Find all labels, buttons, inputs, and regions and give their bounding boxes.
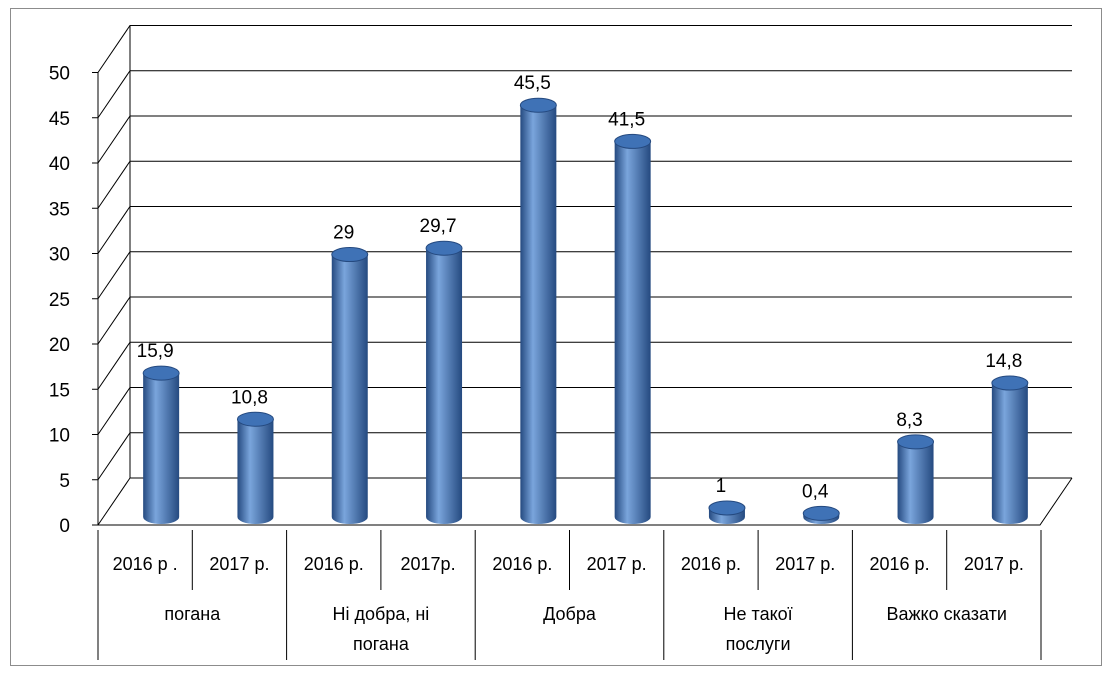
- bar-top: [236, 411, 274, 427]
- category-label: 2017 р.: [209, 554, 269, 574]
- group-label: Важко сказати: [886, 604, 1006, 624]
- gridline: [97, 251, 1072, 300]
- bar-top: [614, 133, 652, 149]
- group-label: Добра: [543, 604, 597, 624]
- gridline: [97, 341, 1072, 390]
- data-label: 14,8: [985, 351, 1022, 372]
- y-tick-label: 45: [49, 109, 70, 130]
- data-label: 29,7: [420, 216, 457, 237]
- data-label: 8,3: [896, 410, 922, 431]
- y-tick-label: 15: [49, 380, 70, 401]
- x-axis-categories: 2016 р . 2017 р. 2016 р. 2017р. 2016 р. 2017 …: [97, 530, 1042, 660]
- gridline: [97, 296, 1072, 345]
- gridline: [97, 115, 1072, 164]
- bars: [142, 97, 1029, 525]
- bar-top: [519, 97, 557, 113]
- data-label: 1: [716, 476, 727, 497]
- y-tick-label: 20: [49, 335, 70, 356]
- category-label: 2016 р.: [304, 554, 364, 574]
- y-axis: 0 5 10 15 20 25 30 35 40 45 50: [49, 64, 98, 537]
- y-tick-label: 35: [49, 199, 70, 220]
- gridline: [97, 70, 1072, 119]
- category-label: 2017 р.: [775, 554, 835, 574]
- bar: [897, 441, 934, 524]
- bar: [520, 105, 557, 524]
- bar-top: [802, 505, 840, 521]
- y-tick-label: 40: [49, 154, 70, 175]
- category-label: 2016 р.: [681, 554, 741, 574]
- bar-top: [425, 240, 463, 256]
- y-tick-label: 30: [49, 245, 70, 266]
- y-tick-label: 25: [49, 290, 70, 311]
- data-label: 0,4: [802, 481, 829, 502]
- data-label: 45,5: [514, 73, 551, 94]
- data-label: 41,5: [608, 109, 645, 130]
- bar: [614, 141, 651, 525]
- bar-top: [331, 247, 369, 263]
- bar-top: [991, 375, 1029, 391]
- category-label: 2016 р .: [113, 554, 178, 574]
- category-label: 2016 р.: [492, 554, 552, 574]
- gridline: [97, 206, 1072, 254]
- gridline: [97, 25, 1072, 73]
- y-tick-label: 5: [59, 471, 70, 492]
- group-label: послуги: [726, 634, 791, 654]
- category-label: 2016 р.: [870, 554, 930, 574]
- bar: [991, 383, 1028, 524]
- bar: [426, 248, 463, 524]
- group-label: погана: [164, 604, 221, 624]
- category-label: 2017р.: [401, 554, 456, 574]
- y-tick-label: 10: [49, 426, 70, 447]
- group-label: погана: [353, 634, 410, 654]
- gridline: [97, 160, 1072, 209]
- group-label: Ні добра, ні: [333, 604, 430, 624]
- group-label: Не такої: [724, 604, 793, 624]
- y-tick-label: 50: [49, 64, 70, 85]
- data-label: 10,8: [231, 387, 268, 408]
- data-label: 15,9: [137, 341, 174, 362]
- bar-top: [897, 434, 935, 450]
- floor-edge: [98, 477, 1073, 526]
- data-label: 29: [333, 223, 354, 244]
- bar: [143, 373, 180, 524]
- bar-top: [708, 500, 746, 516]
- bar: [331, 254, 368, 525]
- bar: [237, 419, 274, 524]
- category-label: 2017 р.: [587, 554, 647, 574]
- category-label: 2017 р.: [964, 554, 1024, 574]
- y-tick-label: 0: [59, 516, 70, 537]
- gridlines: [97, 25, 1073, 526]
- data-labels: 15,9 10,8 29 29,7 45,5 41,5 1 0,4 8,3 14,8: [137, 73, 1023, 502]
- bar-top: [142, 365, 180, 381]
